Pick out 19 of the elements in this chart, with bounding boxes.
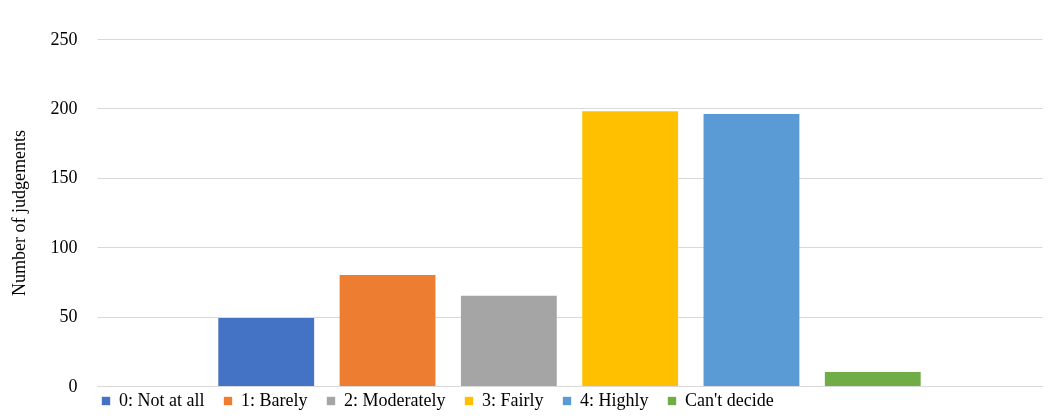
bar	[824, 372, 921, 386]
legend-label: 4: Highly	[580, 390, 649, 410]
legend-label: Can't decide	[685, 390, 774, 410]
y-tick-label: 200	[50, 97, 78, 118]
y-tick-label: 150	[50, 167, 78, 188]
bar	[460, 295, 557, 386]
legend-label: 2: Moderately	[344, 390, 446, 410]
legend-label: 3: Fairly	[482, 390, 544, 410]
legend-label: 0: Not at all	[119, 390, 205, 410]
bar	[582, 111, 679, 386]
bar	[703, 113, 800, 386]
y-axis-title: Number of judgements	[8, 130, 29, 296]
y-tick-label: 50	[59, 306, 78, 327]
legend-label: 1: Barely	[241, 390, 308, 410]
y-tick-label: 250	[50, 28, 78, 49]
bar	[339, 274, 436, 386]
bar	[218, 317, 315, 386]
y-tick-label: 0	[68, 375, 78, 396]
y-tick-label: 100	[50, 236, 78, 257]
